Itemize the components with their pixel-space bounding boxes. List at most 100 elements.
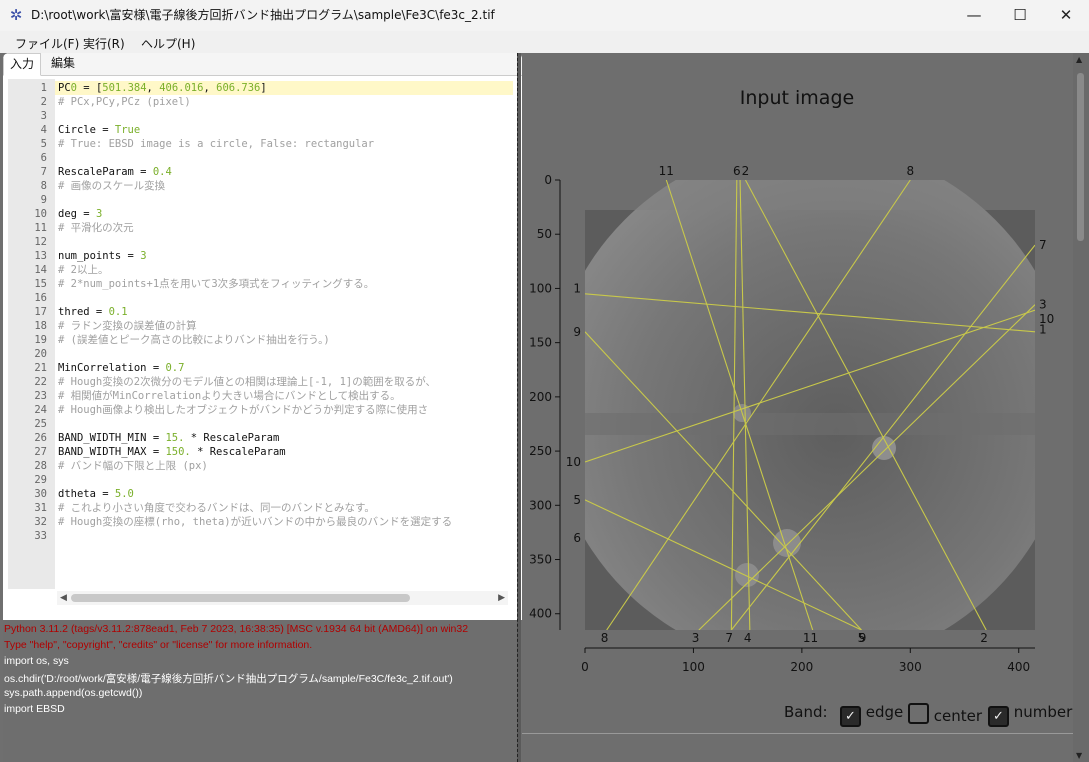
line-number: 26 <box>34 432 47 444</box>
maximize-button[interactable]: ☐ <box>1013 6 1027 24</box>
plot-title: Input image <box>740 87 854 109</box>
code-line: deg = 3 <box>58 208 103 220</box>
band-number-right: 7 <box>1039 238 1047 252</box>
line-number: 23 <box>34 390 47 402</box>
line-number: 12 <box>34 236 47 248</box>
line-number: 30 <box>34 488 47 500</box>
line-number: 19 <box>34 334 47 346</box>
band-line <box>606 180 911 630</box>
code-editor[interactable]: PC0 = [501.384, 406.016, 606.736] # PCx,P… <box>55 79 513 589</box>
menu-run[interactable]: 実行(R) <box>83 37 125 51</box>
band-number-bottom: 4 <box>744 631 752 645</box>
band-line <box>730 244 1035 630</box>
y-tick-label: 200 <box>529 390 552 404</box>
band-line <box>730 180 738 630</box>
code-line: # Hough画像より検出したオブジェクトがバンドかどうか判定する際に使用さ <box>58 404 429 416</box>
line-number: 11 <box>34 222 47 234</box>
python-console[interactable]: Python 3.11.2 (tags/v3.11.2:878ead1, Feb… <box>3 620 517 762</box>
y-tick-label: 400 <box>529 607 552 621</box>
line-number: 6 <box>40 152 47 164</box>
number-checkbox-group[interactable]: ✓ number <box>988 703 1072 727</box>
line-number: 33 <box>34 530 47 542</box>
band-number-bottom: 8 <box>601 631 609 645</box>
band-number-left: 6 <box>573 531 581 545</box>
vertical-scrollbar-thumb[interactable] <box>1077 73 1084 241</box>
code-line: BAND_WIDTH_MAX = 150. * RescaleParam <box>58 446 286 458</box>
code-line: # これより小さい角度で交わるバンドは、同一のバンドとみなす。 <box>58 502 375 514</box>
code-line: thred = 0.1 <box>58 306 128 318</box>
line-number: 13 <box>34 250 47 262</box>
tab-edit[interactable]: 編集 <box>51 56 76 70</box>
scroll-left-icon[interactable]: ◀ <box>60 593 67 603</box>
line-number: 3 <box>40 110 47 122</box>
band-number-left: 10 <box>566 455 581 469</box>
line-number: 17 <box>34 306 47 318</box>
center-label: center <box>933 707 983 725</box>
line-number: 9 <box>40 194 47 206</box>
scrollbar-thumb[interactable] <box>71 594 410 602</box>
line-number: 25 <box>34 418 47 430</box>
menu-file[interactable]: ファイル(F) <box>15 37 80 51</box>
band-line <box>585 293 1035 333</box>
ebsd-image <box>585 180 1035 630</box>
band-number-bottom: 9 <box>859 631 867 645</box>
line-number: 5 <box>40 138 47 150</box>
band-line <box>665 180 814 630</box>
line-number: 24 <box>34 404 47 416</box>
console-line: import EBSD <box>4 703 65 715</box>
center-checkbox-group[interactable]: center <box>908 703 982 725</box>
band-number-bottom: 11 <box>803 631 818 645</box>
y-tick-label: 250 <box>529 444 552 458</box>
scroll-down-icon[interactable]: ▼ <box>1076 751 1083 760</box>
center-checkbox[interactable] <box>908 703 929 724</box>
code-line: # 平滑化の次元 <box>58 222 134 234</box>
band-number-left: 1 <box>573 281 581 295</box>
line-number: 8 <box>40 180 47 192</box>
edge-checkbox[interactable]: ✓ <box>840 706 861 727</box>
console-line: Type "help", "copyright", "credits" or "… <box>4 639 313 651</box>
panel-splitter[interactable] <box>517 53 521 762</box>
band-number-top: 2 <box>742 164 750 178</box>
code-line: num_points = 3 <box>58 250 147 262</box>
vertical-scrollbar[interactable]: ▲ ▼ <box>1073 53 1089 762</box>
menu-help[interactable]: ヘルプ(H) <box>141 37 196 51</box>
console-line: os.chdir('D:/root/work/富安様/電子線後方回折バンド抽出プ… <box>4 673 453 685</box>
band-line <box>585 309 1035 463</box>
horizontal-scrollbar[interactable]: ◀ ▶ <box>57 591 508 605</box>
line-number: 4 <box>40 124 47 136</box>
title-bar: ✲ D:\root\work\富安様\電子線後方回折バンド抽出プログラム\sam… <box>0 0 1089 31</box>
y-tick-label: 300 <box>529 498 552 512</box>
code-line: # PCx,PCy,PCz (pixel) <box>58 96 191 108</box>
app-icon: ✲ <box>9 6 23 24</box>
edge-checkbox-group[interactable]: ✓ edge <box>840 703 903 727</box>
line-number: 16 <box>34 292 47 304</box>
close-button[interactable]: ✕ <box>1059 6 1073 24</box>
line-number-gutter: 1 2 3 4 5 6 7 8 9 10 11 12 13 14 15 16 17 18 19 20 21 22 23 24 2… <box>8 79 55 589</box>
code-line: # Hough変換の座標(rho, theta)が近いバンドの中から最良のバンド… <box>58 516 453 528</box>
number-checkbox[interactable]: ✓ <box>988 706 1009 727</box>
scroll-up-icon[interactable]: ▲ <box>1076 55 1083 64</box>
band-number-bottom: 2 <box>980 631 988 645</box>
scroll-right-icon[interactable]: ▶ <box>498 593 505 603</box>
band-number-left: 5 <box>573 493 581 507</box>
band-line <box>698 304 1035 630</box>
minimize-button[interactable]: — <box>966 6 982 24</box>
band-number-left: 9 <box>573 325 581 339</box>
line-number: 21 <box>34 362 47 374</box>
code-line: Circle = True <box>58 124 141 136</box>
x-tick-label: 400 <box>1007 660 1030 674</box>
plot-canvas: Input image 0 100 200 300 400050100150200250… <box>529 87 1055 674</box>
line-number: 14 <box>34 264 47 276</box>
band-number-bottom: 3 <box>692 631 700 645</box>
line-number: 27 <box>34 446 47 458</box>
x-tick-label: 0 <box>581 660 589 674</box>
code-line: # 2*num_points+1点を用いて3次多項式をフィッティングする。 <box>58 278 375 290</box>
x-tick-label: 200 <box>790 660 813 674</box>
band-line <box>585 499 862 630</box>
console-line: import os, sys <box>4 655 69 667</box>
menu-bar: ファイル(F) 実行(R) ヘルプ(H) <box>0 31 1089 53</box>
band-number-top: 8 <box>906 164 914 178</box>
band-line <box>744 180 987 630</box>
tab-input[interactable]: 入力 <box>3 53 42 76</box>
